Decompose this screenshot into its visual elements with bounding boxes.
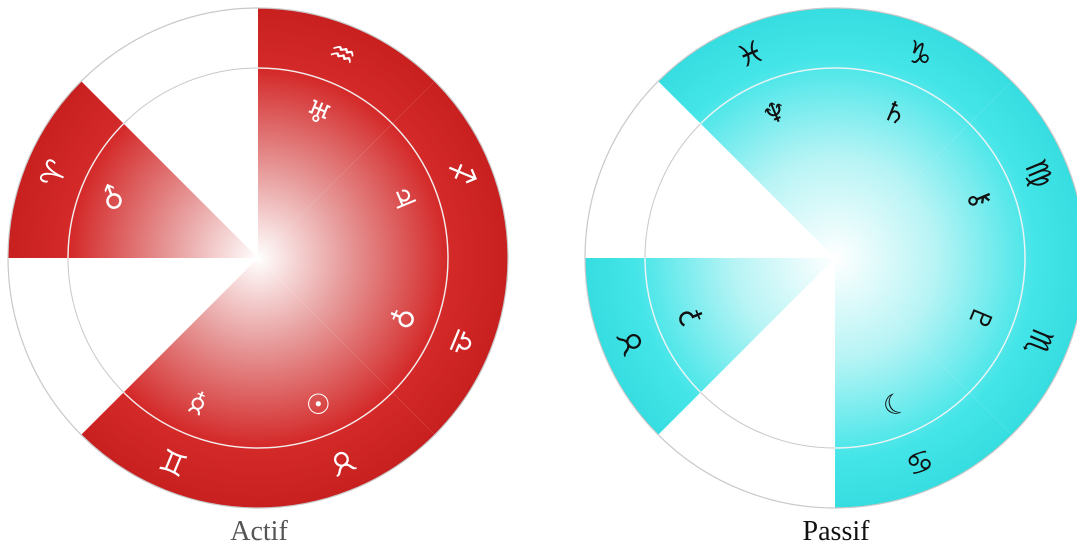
- segment-aquarius: [258, 8, 435, 258]
- segment-divider-arc: [644, 257, 702, 393]
- segment-virgo: [835, 81, 1077, 258]
- segment-gemini: [81, 258, 259, 508]
- segment-cancer: [835, 258, 1012, 508]
- outer-ring: [584, 7, 1077, 509]
- segment-pisces: [658, 8, 835, 258]
- segment-libra: [258, 258, 508, 435]
- segment-divider-arc: [257, 391, 393, 449]
- caption-actif: Actif: [230, 516, 288, 547]
- caption-passif: Passif: [802, 516, 870, 547]
- segment-sagittarius: [258, 81, 508, 259]
- segment-capricorn: [835, 8, 1012, 258]
- segment-divider-arc: [968, 257, 1026, 393]
- segment-divider-arc: [700, 67, 836, 125]
- segment-scorpio: [835, 258, 1077, 435]
- segment-divider-arc: [391, 123, 449, 259]
- wheel-actif: ♒♅♐♃♎♀♉☉♊☿♈♂: [7, 7, 509, 509]
- segment-divider-arc: [257, 67, 393, 125]
- segment-divider-arc: [968, 123, 1026, 259]
- segment-taurus: [585, 258, 835, 435]
- segment-divider-arc: [834, 391, 970, 449]
- segment-divider-arc: [123, 391, 259, 449]
- segment-divider-arc: [391, 257, 449, 393]
- segment-divider-arc: [67, 123, 125, 259]
- segment-aries: [8, 81, 258, 259]
- outer-ring: [7, 7, 509, 509]
- segment-divider-arc: [834, 67, 970, 125]
- wheel-passif: ♑♄♍⚷♏♇♋☽♉⚳♓♆: [584, 7, 1077, 509]
- segment-taurus: [258, 258, 435, 508]
